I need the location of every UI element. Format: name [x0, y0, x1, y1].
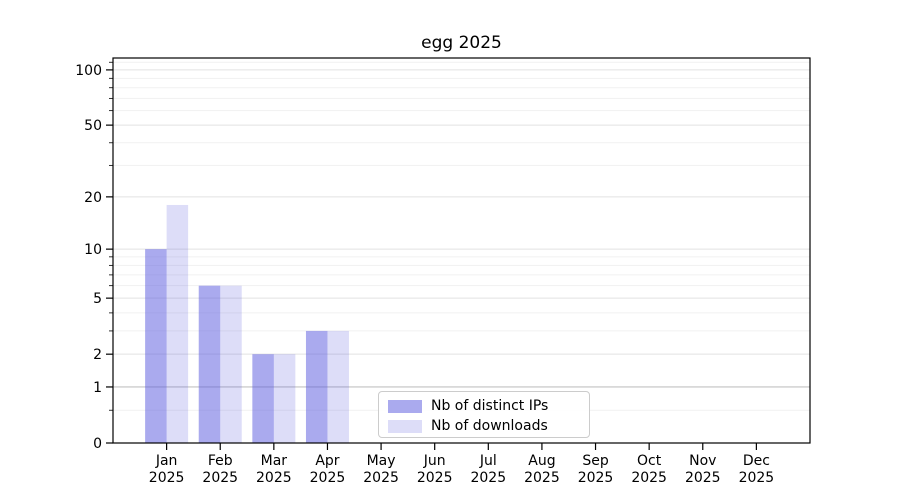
legend-swatch-downloads-icon: [388, 419, 422, 433]
xtick-label-month: Dec: [743, 453, 770, 469]
xtick-label-year: 2025: [578, 470, 614, 486]
xtick-label-year: 2025: [256, 470, 292, 486]
legend-label-downloads: Nb of downloads: [431, 418, 548, 434]
ytick-label: 10: [84, 242, 102, 258]
xtick-label-month: Apr: [315, 453, 339, 469]
xtick-label-month: Nov: [689, 453, 716, 469]
ytick-label: 2: [93, 347, 102, 363]
bar-apr-downloads: [327, 330, 349, 443]
bar-mar-distinct-ips: [252, 354, 274, 443]
plot-frame: [112, 57, 811, 444]
legend-item-downloads: Nb of downloads: [388, 416, 589, 436]
xtick-label-year: 2025: [310, 470, 346, 486]
xtick-label-month: May: [367, 453, 396, 469]
xtick-label-month: Jul: [479, 453, 497, 469]
xtick-label-year: 2025: [524, 470, 560, 486]
ytick-label: 0: [93, 436, 102, 452]
ytick-label: 1: [93, 380, 102, 396]
bar-jan-distinct-ips: [145, 249, 167, 443]
xtick-label-month: Mar: [261, 453, 288, 469]
xtick-label-month: Oct: [637, 453, 662, 469]
legend-label-distinct-ips: Nb of distinct IPs: [431, 398, 549, 414]
ytick-label: 20: [84, 190, 102, 206]
legend-swatch-distinct-ips-icon: [388, 399, 422, 413]
xtick-label-year: 2025: [470, 470, 506, 486]
xtick-label-year: 2025: [363, 470, 399, 486]
xtick-label-year: 2025: [739, 470, 775, 486]
xtick-label-year: 2025: [685, 470, 721, 486]
ytick-label: 100: [75, 63, 102, 79]
bar-mar-downloads: [273, 354, 296, 443]
xtick-label-year: 2025: [631, 470, 667, 486]
legend-item-distinct-ips: Nb of distinct IPs: [388, 396, 589, 416]
bar-jan-downloads: [166, 204, 189, 443]
xtick-label-year: 2025: [149, 470, 185, 486]
xtick-label-year: 2025: [417, 470, 453, 486]
xtick-label-month: Aug: [528, 453, 555, 469]
xtick-label-month: Jun: [423, 453, 446, 469]
bar-feb-downloads: [220, 285, 242, 443]
xtick-label-month: Feb: [208, 453, 233, 469]
bar-apr-distinct-ips: [305, 330, 328, 443]
ytick-label: 5: [93, 291, 102, 307]
legend: Nb of distinct IPs Nb of downloads: [378, 391, 590, 438]
xtick-label-month: Jan: [155, 453, 178, 469]
ytick-label: 50: [84, 118, 102, 134]
xtick-label-month: Sep: [582, 453, 609, 469]
bar-feb-distinct-ips: [198, 285, 221, 443]
xtick-label-year: 2025: [202, 470, 238, 486]
